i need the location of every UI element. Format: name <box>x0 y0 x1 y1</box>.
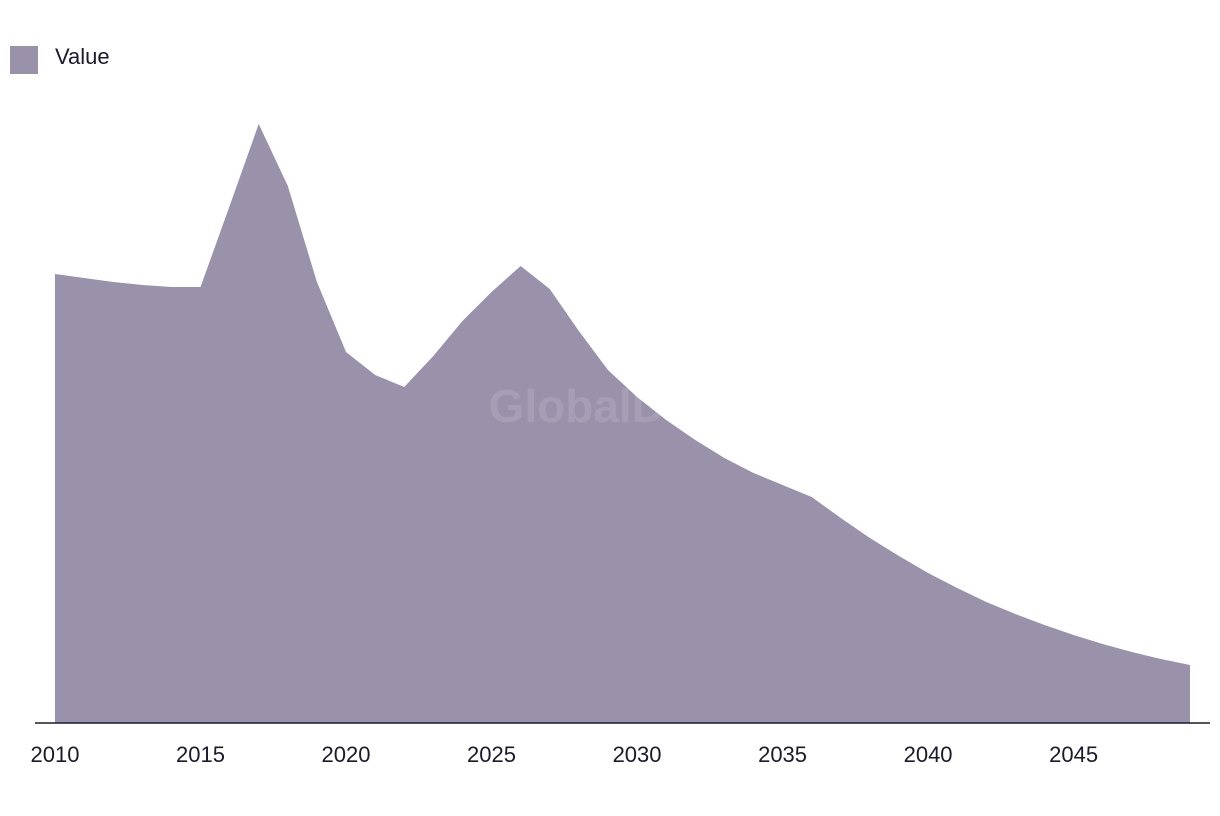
legend-swatch <box>10 46 38 74</box>
x-tick-label: 2045 <box>1049 742 1098 767</box>
x-tick-label: 2010 <box>31 742 80 767</box>
x-tick-label: 2020 <box>322 742 371 767</box>
legend-label: Value <box>55 44 110 69</box>
x-tick-label: 2030 <box>613 742 662 767</box>
x-tick-label: 2025 <box>467 742 516 767</box>
x-tick-label: 2035 <box>758 742 807 767</box>
x-tick-label: 2040 <box>904 742 953 767</box>
area <box>55 124 1190 723</box>
watermark: GlobalData <box>489 380 732 432</box>
x-tick-label: 2015 <box>176 742 225 767</box>
